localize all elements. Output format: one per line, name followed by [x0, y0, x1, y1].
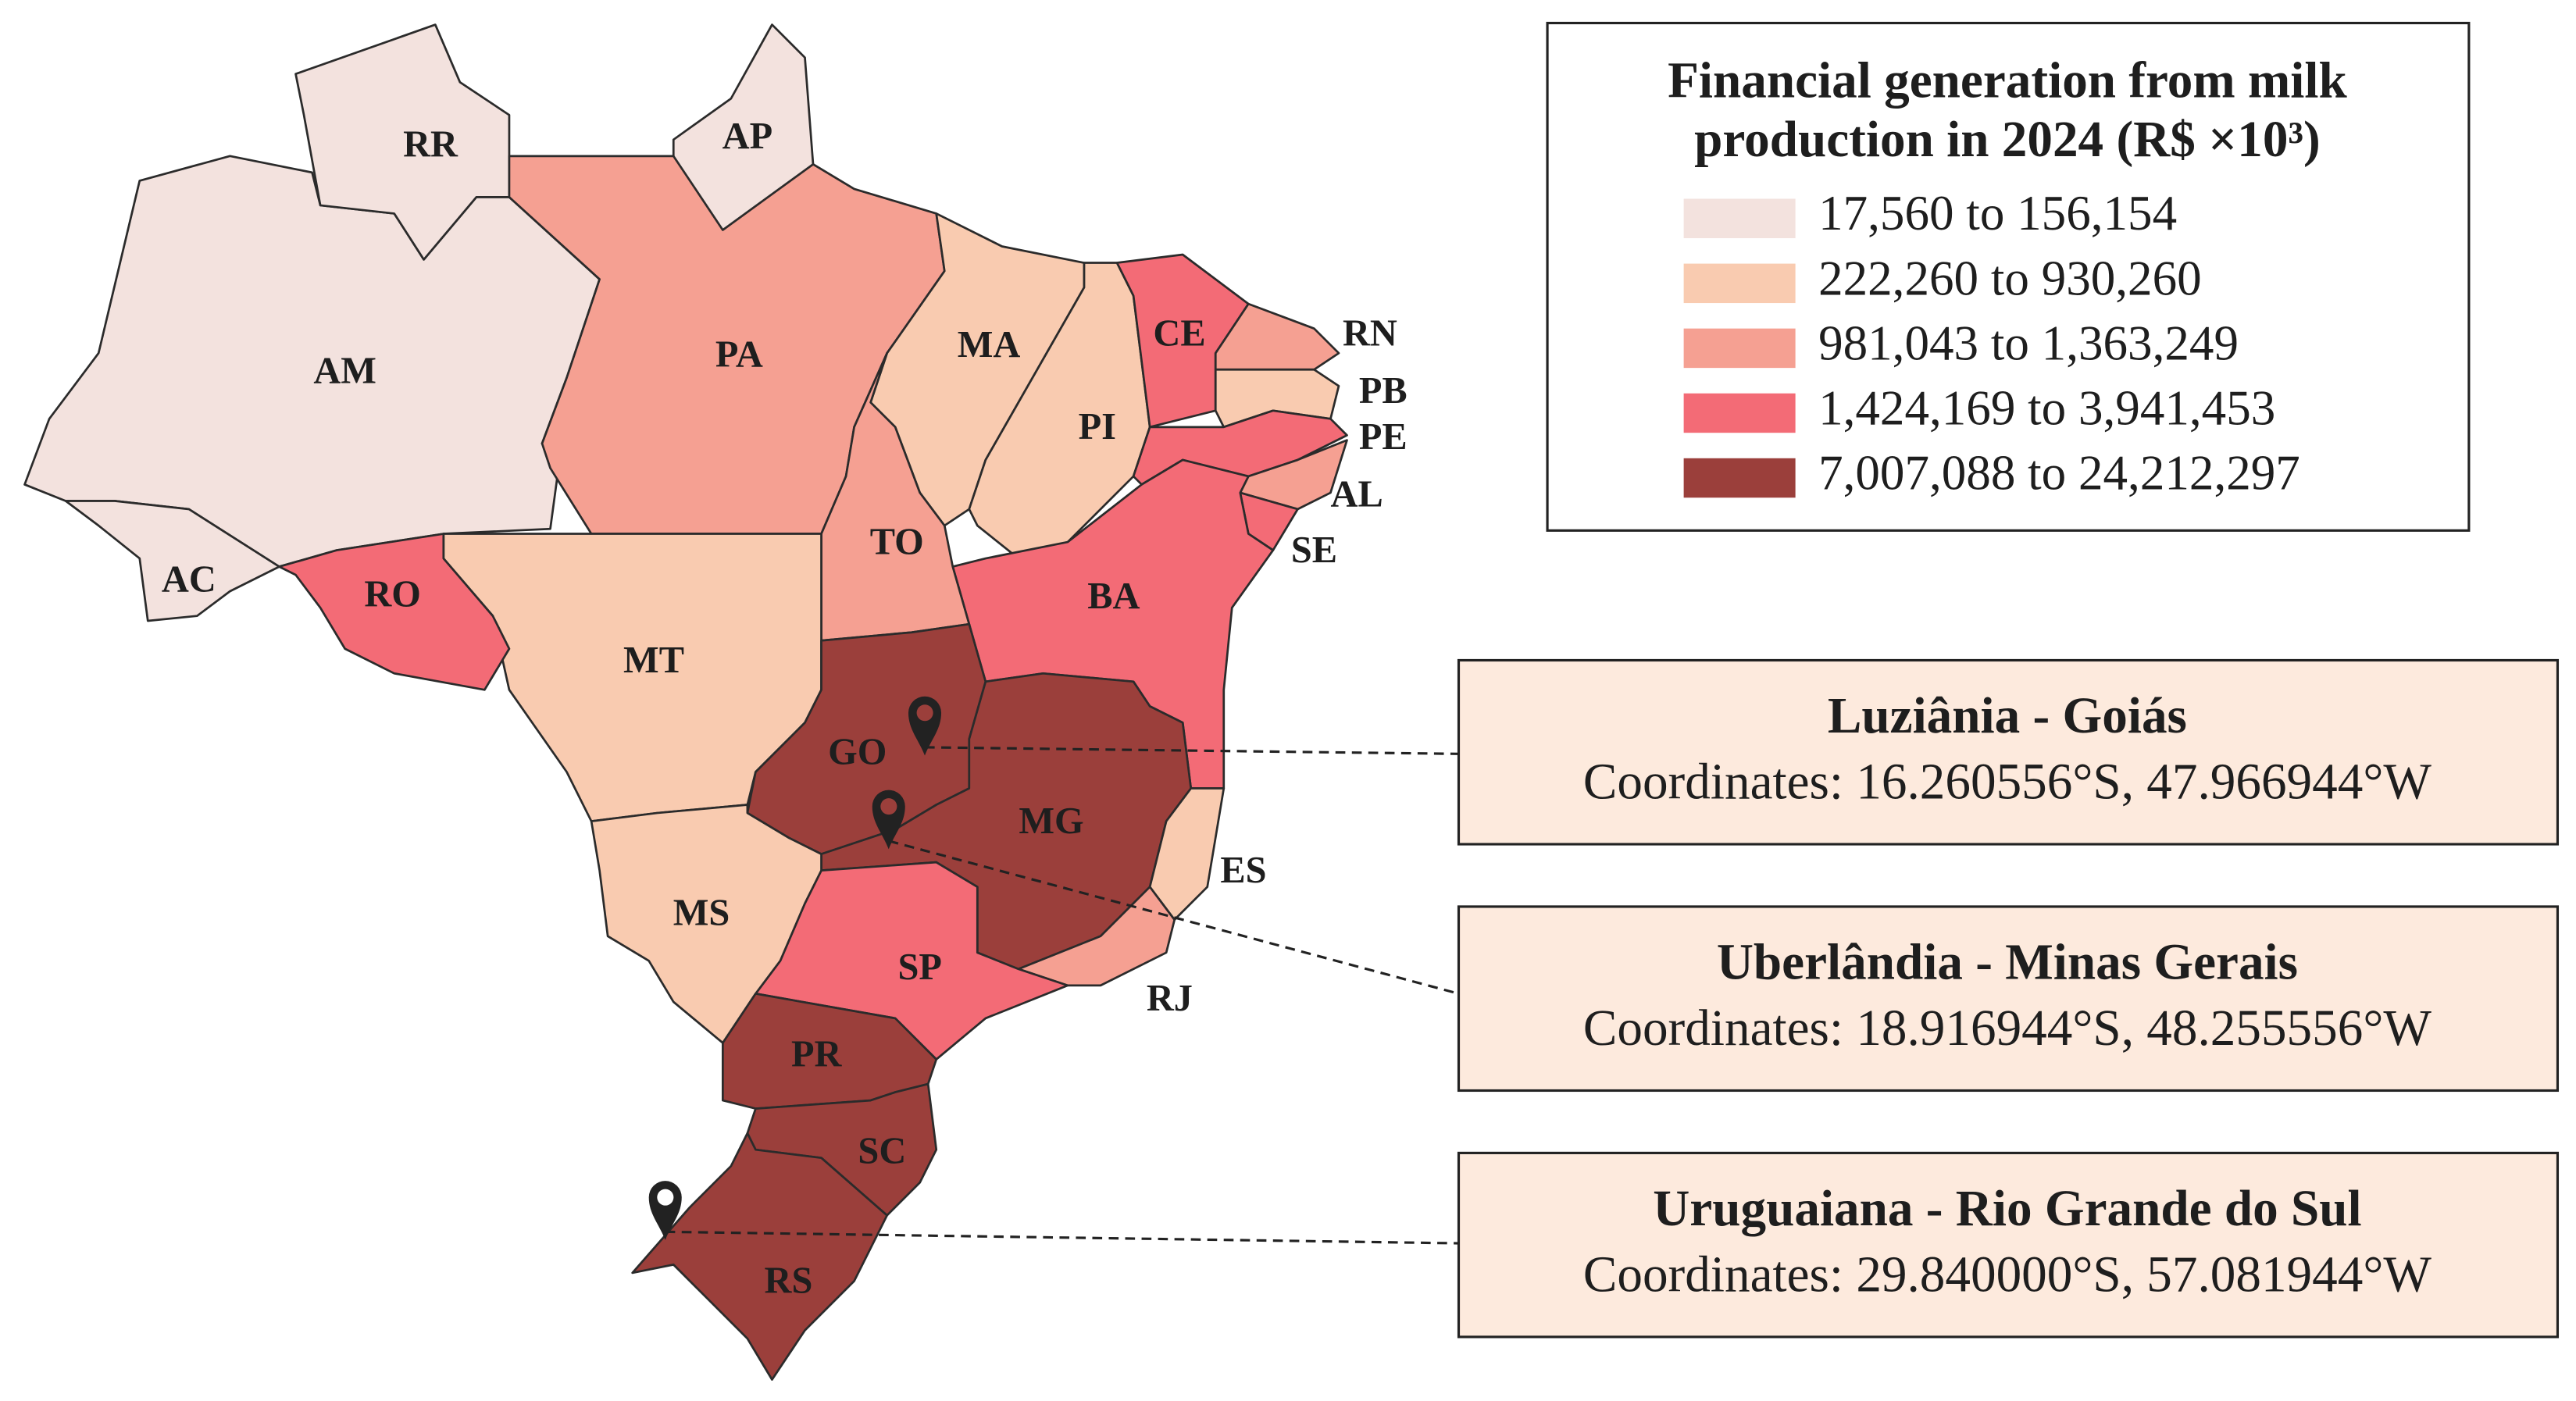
state-label: RJ	[1147, 978, 1193, 1019]
location-name: Uruguaiana - Rio Grande do Sul	[1653, 1181, 2361, 1237]
state-label: CE	[1153, 312, 1205, 354]
pin	[908, 696, 942, 756]
state-label: MA	[958, 324, 1021, 365]
state-label: PI	[1079, 406, 1116, 447]
legend-label: 981,043 to 1,363,249	[1818, 315, 2239, 370]
state-label: SE	[1291, 529, 1337, 571]
pin	[648, 1181, 682, 1240]
state-label: AL	[1331, 473, 1383, 515]
state	[278, 533, 511, 691]
state-label: PB	[1359, 370, 1408, 412]
state-label: RS	[765, 1260, 813, 1302]
connector	[924, 746, 1459, 755]
state-label: RR	[403, 123, 458, 165]
legend-swatch	[1683, 393, 1796, 433]
state-label: BA	[1087, 576, 1140, 617]
state-label: SP	[897, 946, 941, 988]
state-label: ES	[1220, 850, 1266, 891]
state-label: SC	[858, 1131, 906, 1172]
legend-label: 7,007,088 to 24,212,297	[1818, 446, 2300, 501]
state	[294, 23, 511, 261]
legend-label: 1,424,169 to 3,941,453	[1818, 380, 2275, 435]
state-label: PE	[1359, 416, 1408, 458]
state-label: PA	[715, 334, 763, 376]
state	[1017, 886, 1176, 987]
location-coordinates: Coordinates: 29.840000°S, 57.081944°W	[1583, 1246, 2432, 1303]
legend-swatch	[1683, 263, 1796, 304]
legend-swatch	[1683, 198, 1796, 238]
state-label: AP	[722, 116, 772, 157]
state-label: MT	[623, 640, 684, 681]
state	[631, 1132, 889, 1381]
location-name: Luziânia - Goiás	[1828, 688, 2187, 744]
state	[64, 500, 280, 622]
state-label: AM	[313, 351, 376, 392]
legend-title: production in 2024 (R$ ×10³)	[1694, 112, 2321, 168]
pin	[872, 790, 905, 850]
connector	[665, 1230, 1459, 1245]
location-coordinates: Coordinates: 18.916944°S, 48.255556°W	[1583, 1000, 2432, 1057]
state-label: PR	[791, 1034, 843, 1075]
location-box	[1457, 1151, 2560, 1339]
location-box	[1457, 658, 2560, 846]
state-label: MG	[1019, 800, 1083, 842]
state-label: GO	[828, 732, 887, 773]
location-name: Uberlândia - Minas Gerais	[1717, 935, 2298, 991]
location-box	[1457, 905, 2560, 1093]
location-coordinates: Coordinates: 16.260556°S, 47.966944°W	[1583, 754, 2432, 810]
state-label: RN	[1343, 312, 1397, 354]
state-label: MS	[673, 893, 730, 934]
state	[590, 804, 822, 1044]
legend-swatch	[1683, 328, 1796, 369]
state-label: AC	[162, 559, 216, 601]
state-label: TO	[870, 521, 924, 562]
state-label: RO	[364, 574, 421, 615]
legend-label: 222,260 to 930,260	[1818, 251, 2202, 305]
legend-swatch	[1683, 458, 1796, 498]
legend-title: Financial generation from milk	[1668, 52, 2347, 109]
legend-label: 17,560 to 156,154	[1818, 186, 2177, 241]
